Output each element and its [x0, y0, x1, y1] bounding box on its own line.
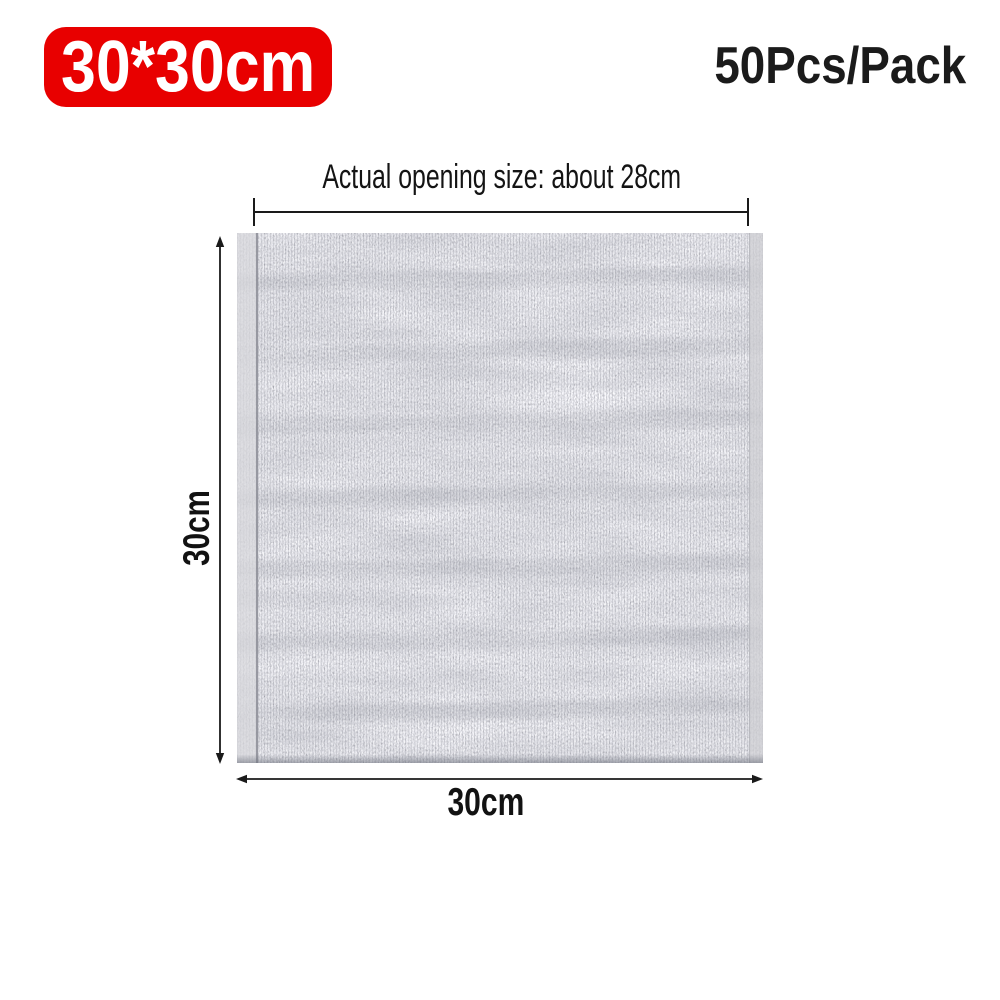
left-seam: [237, 233, 258, 763]
opening-size-annotation: Actual opening size: about 28cm: [253, 158, 750, 197]
horizontal-band-overlay: [237, 233, 763, 763]
pack-quantity-label: 50Pcs/Pack: [714, 37, 966, 95]
vertical-rib-overlay: [237, 233, 763, 763]
size-badge: 30*30cm: [44, 27, 332, 107]
opening-size-measure-line: [253, 198, 749, 226]
width-dimension-label: 30cm: [447, 781, 525, 824]
height-dimension-arrow: [215, 236, 225, 764]
mesh-texture: [237, 233, 763, 763]
pack-quantity: 50Pcs/Pack: [690, 34, 966, 98]
size-badge-label: 30*30cm: [60, 27, 316, 107]
mesh-cloth-photo: [237, 233, 763, 763]
bottom-edge-shadow: [237, 754, 763, 763]
height-dimension-label: 30cm: [176, 490, 217, 566]
width-dimension-arrow: [236, 774, 763, 784]
opening-size-label: Actual opening size: about 28cm: [322, 158, 681, 196]
right-seam: [749, 233, 763, 763]
width-dimension-label-wrap: 30cm: [236, 781, 736, 825]
